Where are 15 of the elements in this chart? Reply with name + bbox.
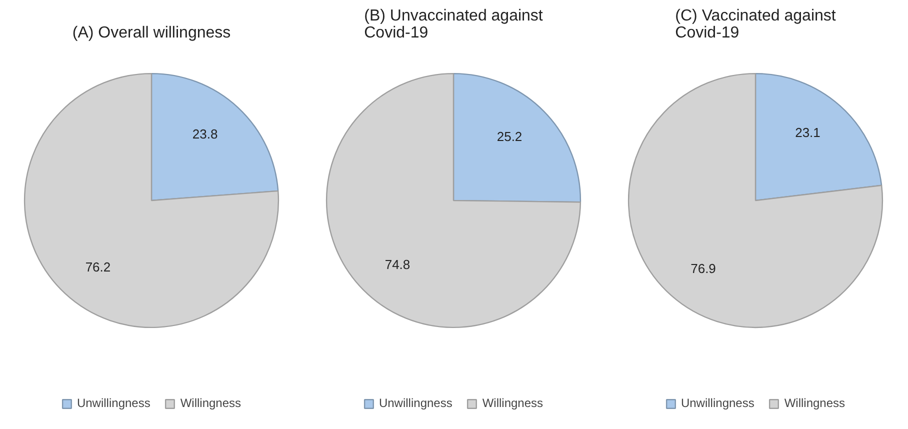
data-label: 76.2	[85, 260, 111, 275]
legend-label: Unwillingness	[680, 396, 754, 410]
data-label: 76.9	[690, 261, 716, 276]
legend-label: Unwillingness	[76, 396, 150, 410]
legend-label: Willingness	[784, 396, 846, 410]
chart-title: (A) Overall willingness	[72, 24, 231, 42]
legend-label: Willingness	[482, 396, 544, 410]
chart-title: (B) Unvaccinated against Covid-19	[364, 8, 544, 42]
data-label: 23.1	[795, 124, 820, 140]
chart-title: (C) Vaccinated against Covid-19	[675, 8, 836, 42]
data-label: 23.8	[192, 126, 218, 142]
legend-label: Unwillingness	[378, 396, 452, 410]
data-label: 25.2	[496, 129, 522, 144]
data-label: 74.8	[384, 256, 410, 272]
legend-label: Willingness	[180, 396, 242, 410]
